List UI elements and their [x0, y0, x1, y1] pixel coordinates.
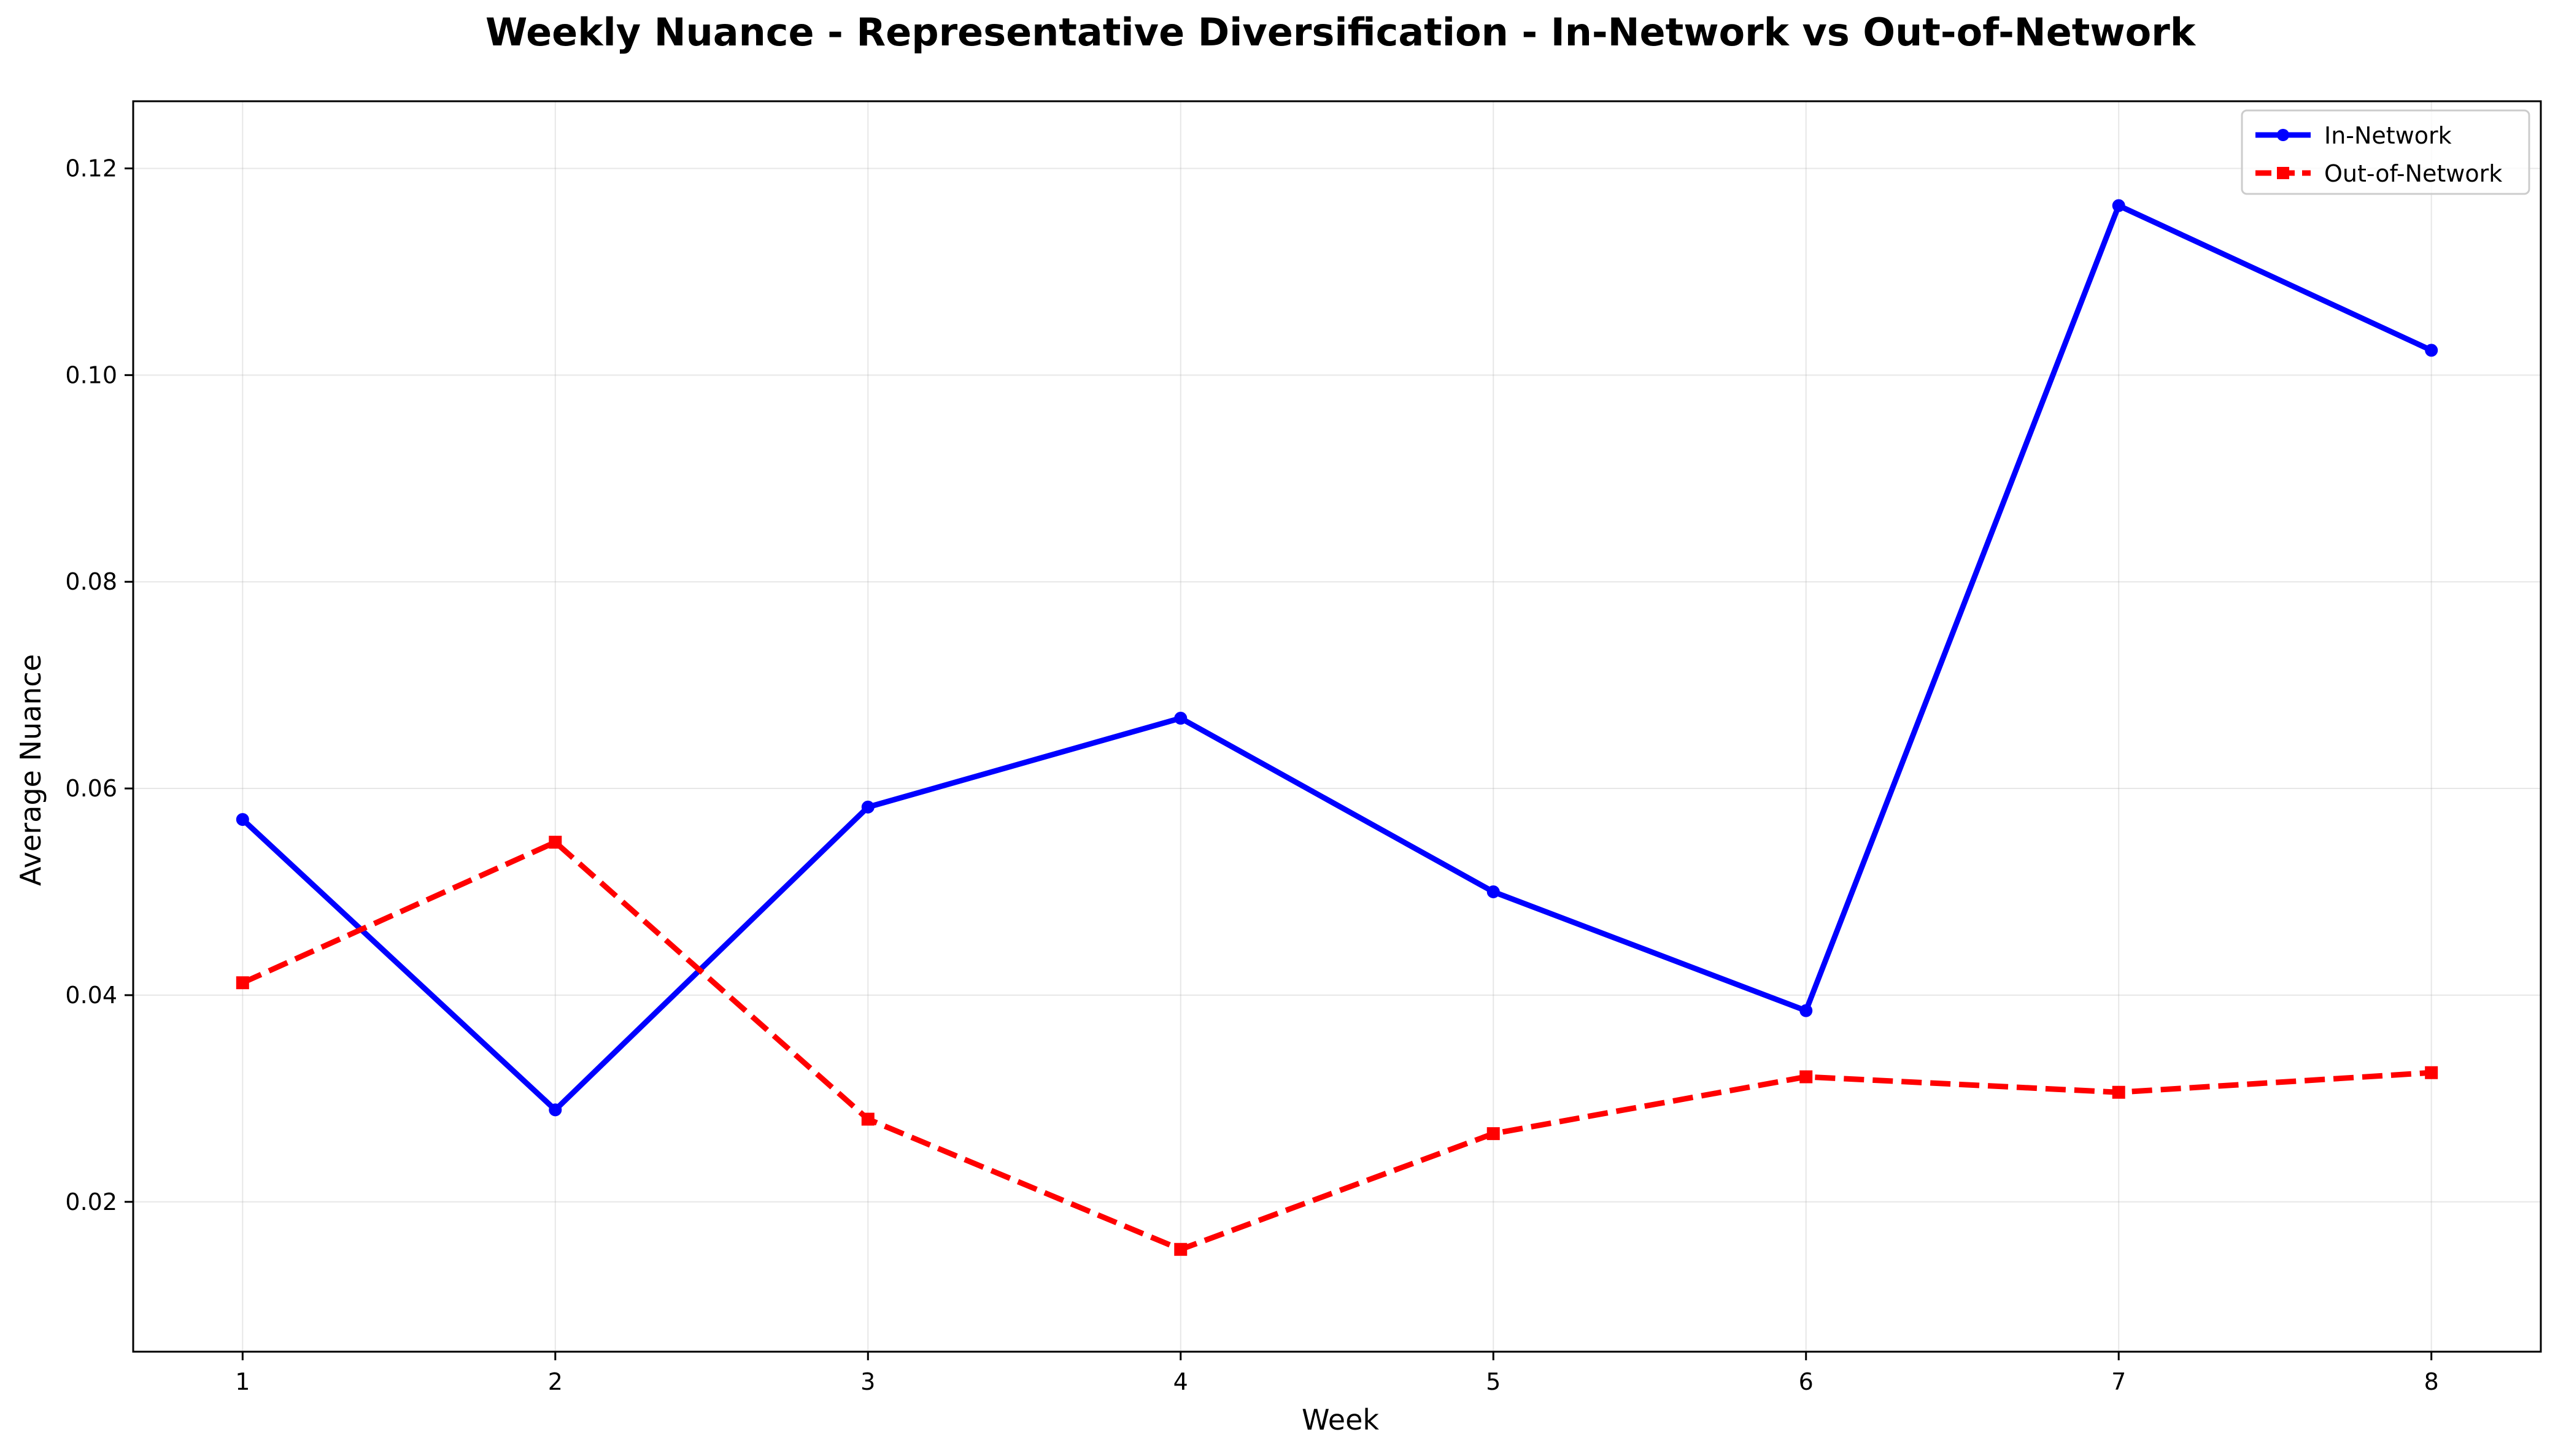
legend-marker — [2277, 129, 2289, 141]
series-in-network — [236, 199, 2438, 1117]
y-tick-label: 0.10 — [65, 361, 117, 388]
data-point-in-network — [1799, 1004, 1813, 1017]
data-point-in-network — [861, 800, 875, 814]
chart-title: Weekly Nuance - Representative Diversifi… — [485, 10, 2197, 55]
x-tick-label: 6 — [1799, 1368, 1814, 1395]
data-point-out-of-network — [2425, 1066, 2438, 1079]
data-point-out-of-network — [236, 976, 249, 990]
y-tick-label: 0.08 — [65, 568, 117, 595]
y-axis: 0.02 0.04 0.06 0.08 0.10 0.12 — [65, 155, 133, 1215]
y-tick-label: 0.02 — [65, 1188, 117, 1215]
data-point-in-network — [549, 1103, 562, 1117]
x-tick-label: 1 — [235, 1368, 250, 1395]
data-point-out-of-network — [549, 836, 562, 849]
x-axis-label: Week — [1302, 1403, 1379, 1436]
legend-box — [2241, 109, 2530, 195]
data-point-in-network — [1174, 712, 1188, 725]
grid-layer — [133, 101, 2541, 1352]
y-axis-label: Average Nuance — [14, 654, 47, 886]
series-line-in-network — [239, 202, 2435, 1113]
data-point-in-network — [2425, 344, 2438, 357]
legend-item-in-network: In-Network — [2255, 122, 2452, 149]
x-tick-label: 2 — [548, 1368, 563, 1395]
data-point-out-of-network — [2112, 1085, 2125, 1099]
data-point-in-network — [2112, 199, 2125, 212]
data-point-in-network — [1486, 885, 1500, 898]
x-tick-label: 7 — [2111, 1368, 2126, 1395]
legend: In-Network Out-of-Network — [2241, 109, 2530, 195]
data-point-out-of-network — [861, 1112, 875, 1126]
x-axis: 1 2 3 4 5 6 7 8 — [235, 1352, 2439, 1395]
data-point-out-of-network — [1486, 1127, 1500, 1141]
x-tick-label: 4 — [1173, 1368, 1188, 1395]
plot-area-frame — [132, 100, 2542, 1353]
x-tick-label: 8 — [2424, 1368, 2439, 1395]
y-tick-label: 0.12 — [65, 155, 117, 182]
y-tick-label: 0.04 — [65, 982, 117, 1009]
series-out-of-network — [236, 836, 2438, 1256]
series-line-out-of-network — [241, 839, 2432, 1252]
data-point-in-network — [236, 813, 249, 826]
legend-marker — [2277, 167, 2289, 179]
x-tick-label: 5 — [1486, 1368, 1501, 1395]
x-tick-label: 3 — [860, 1368, 875, 1395]
y-tick-label: 0.06 — [65, 775, 117, 802]
data-point-out-of-network — [1799, 1070, 1813, 1084]
legend-label: In-Network — [2324, 122, 2452, 149]
series-layer — [236, 199, 2438, 1256]
legend-label: Out-of-Network — [2324, 160, 2502, 187]
data-point-out-of-network — [1174, 1242, 1188, 1256]
legend-item-out-of-network: Out-of-Network — [2255, 160, 2502, 187]
